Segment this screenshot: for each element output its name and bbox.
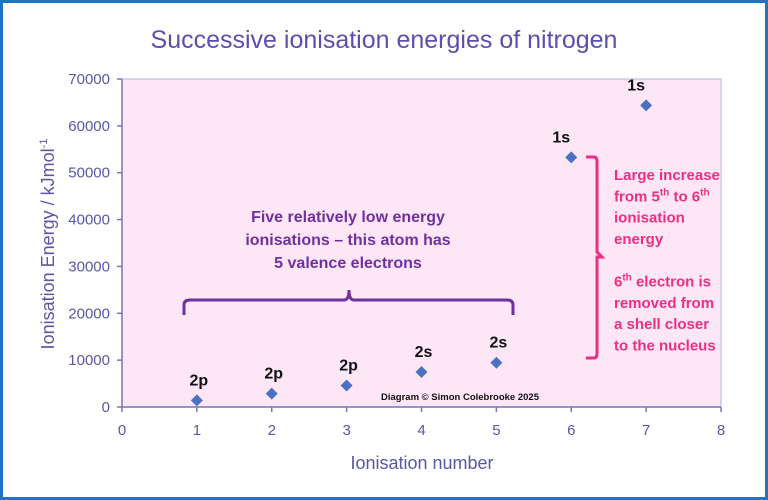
x-tick-label: 3	[342, 422, 350, 439]
y-tick-label: 70000	[68, 71, 110, 88]
jump-annotation-line: ionisation	[614, 210, 685, 227]
x-tick-label: 0	[118, 422, 126, 439]
jump-annotation-line: removed from	[614, 295, 714, 312]
x-tick-label: 2	[268, 422, 276, 439]
x-tick-label: 7	[642, 422, 650, 439]
point-label: 2s	[415, 344, 433, 361]
data-point-marker	[415, 365, 428, 378]
data-points: 2p 2p 2p 2s 2s 1s 1s	[190, 77, 653, 407]
data-point-marker	[190, 394, 203, 407]
chart-title: Successive ionisation energies of nitrog…	[151, 26, 618, 54]
credit-text: Diagram © Simon Colebrooke 2025	[381, 392, 540, 403]
valence-annotation-line: 5 valence electrons	[274, 255, 422, 272]
point-label: 1s	[627, 77, 645, 94]
y-tick-label: 20000	[68, 305, 110, 322]
y-tick-label: 50000	[68, 165, 110, 182]
tick-labels: 0 1 2 3 4 5 6 7 8 0 10000 20000 30000 40000 50000 60000…	[68, 71, 725, 439]
data-point-marker	[265, 387, 278, 400]
y-tick-label: 40000	[68, 212, 110, 229]
valence-annotation-line: Five relatively low energy	[251, 209, 445, 226]
jump-annotation-line: 6th electron is	[614, 273, 711, 291]
valence-annotation-line: ionisations – this atom has	[245, 232, 450, 249]
jump-annotation-line: energy	[614, 231, 664, 248]
data-point-marker	[565, 151, 578, 164]
data-point-marker	[490, 356, 503, 369]
data-point-marker	[640, 99, 653, 112]
point-label: 2s	[489, 335, 507, 352]
jump-annotation-line: Large increase	[614, 167, 720, 184]
x-tick-label: 8	[717, 422, 725, 439]
plot-area	[121, 78, 722, 408]
y-tick-label: 10000	[68, 352, 110, 369]
annotations: Five relatively low energy ionisations – …	[182, 155, 720, 403]
y-tick-label: 0	[102, 399, 110, 416]
y-axis-label: Ionisation Energy / kJmol-1	[38, 139, 58, 350]
y-tick-label: 30000	[68, 258, 110, 275]
jump-bracket	[586, 155, 606, 360]
y-tick-label: 60000	[68, 118, 110, 135]
axes	[117, 78, 722, 412]
x-tick-label: 5	[492, 422, 500, 439]
x-tick-label: 6	[567, 422, 575, 439]
valence-brace	[182, 289, 515, 315]
jump-annotation-line: to the nucleus	[614, 337, 716, 354]
data-point-marker	[340, 379, 353, 392]
jump-annotation-line: a shell closer	[614, 316, 709, 333]
point-label: 2p	[264, 366, 283, 383]
point-label: 2p	[339, 358, 358, 375]
jump-annotation-line: from 5th to 6th	[614, 187, 710, 205]
x-tick-label: 1	[193, 422, 201, 439]
point-label: 1s	[552, 129, 570, 146]
x-tick-label: 4	[417, 422, 425, 439]
point-label: 2p	[190, 372, 209, 389]
x-axis-label: Ionisation number	[350, 453, 493, 473]
